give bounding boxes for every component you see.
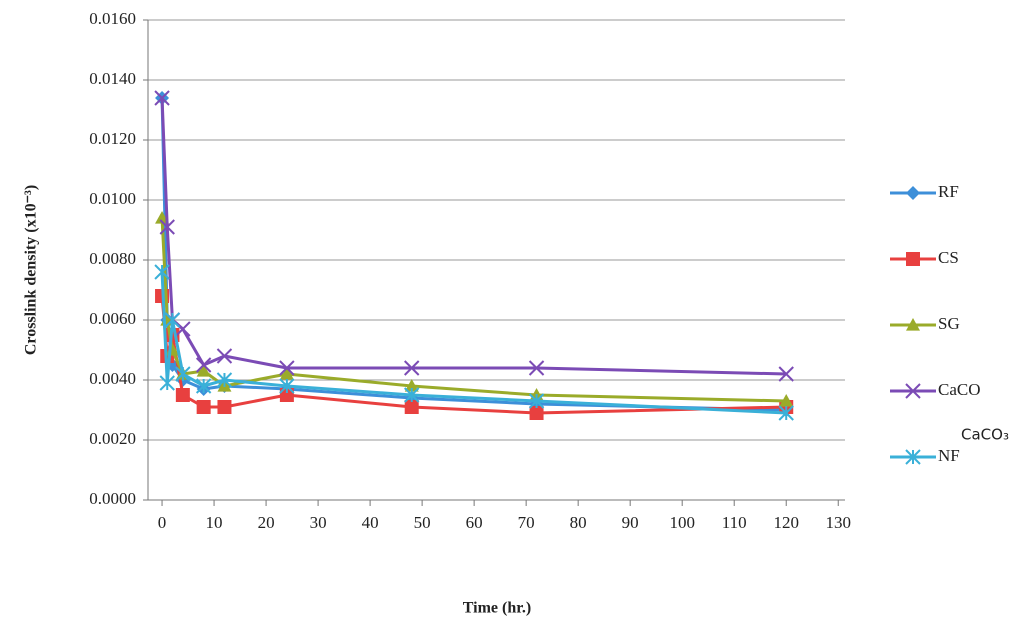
x-tick-label: 60	[466, 513, 483, 532]
marker	[217, 400, 231, 414]
legend-label: NF	[938, 446, 960, 465]
marker	[405, 400, 419, 414]
x-tick-label: 10	[206, 513, 223, 532]
marker	[197, 400, 211, 414]
annotation: CaCO₃	[961, 426, 1009, 444]
x-tick-label: 100	[669, 513, 695, 532]
x-axis-label: Time (hr.)	[463, 600, 531, 617]
page: Crosslink density (x10⁻³) Time (hr.) CaC…	[0, 0, 1027, 626]
marker	[906, 252, 920, 266]
x-tick-label: 20	[258, 513, 275, 532]
y-tick-label: 0.0080	[89, 249, 136, 268]
x-tick-label: 40	[362, 513, 379, 532]
y-tick-label: 0.0160	[89, 9, 136, 28]
legend-label: CaCO	[938, 380, 981, 399]
series-line	[162, 98, 786, 374]
y-tick-label: 0.0000	[89, 489, 136, 508]
y-tick-label: 0.0120	[89, 129, 136, 148]
x-tick-label: 110	[722, 513, 747, 532]
chart: Crosslink density (x10⁻³) Time (hr.) CaC…	[0, 0, 1027, 626]
y-tick-label: 0.0100	[89, 189, 136, 208]
x-tick-label: 130	[825, 513, 851, 532]
y-tick-label: 0.0140	[89, 69, 136, 88]
x-tick-label: 0	[158, 513, 167, 532]
y-tick-label: 0.0040	[89, 369, 136, 388]
marker	[530, 406, 544, 420]
legend-label: SG	[938, 314, 960, 333]
x-tick-label: 30	[310, 513, 327, 532]
series-line	[162, 296, 786, 413]
y-tick-label: 0.0020	[89, 429, 136, 448]
x-tick-label: 80	[570, 513, 587, 532]
marker	[906, 186, 920, 200]
y-tick-label: 0.0060	[89, 309, 136, 328]
marker	[160, 376, 174, 390]
x-tick-label: 90	[622, 513, 639, 532]
marker	[176, 388, 190, 402]
x-tick-label: 70	[518, 513, 535, 532]
legend-label: CS	[938, 248, 959, 267]
x-tick-label: 120	[773, 513, 799, 532]
y-axis-label: Crosslink density (x10⁻³)	[23, 185, 40, 355]
legend-label: RF	[938, 182, 959, 201]
series-line	[162, 218, 786, 401]
x-tick-label: 50	[414, 513, 431, 532]
